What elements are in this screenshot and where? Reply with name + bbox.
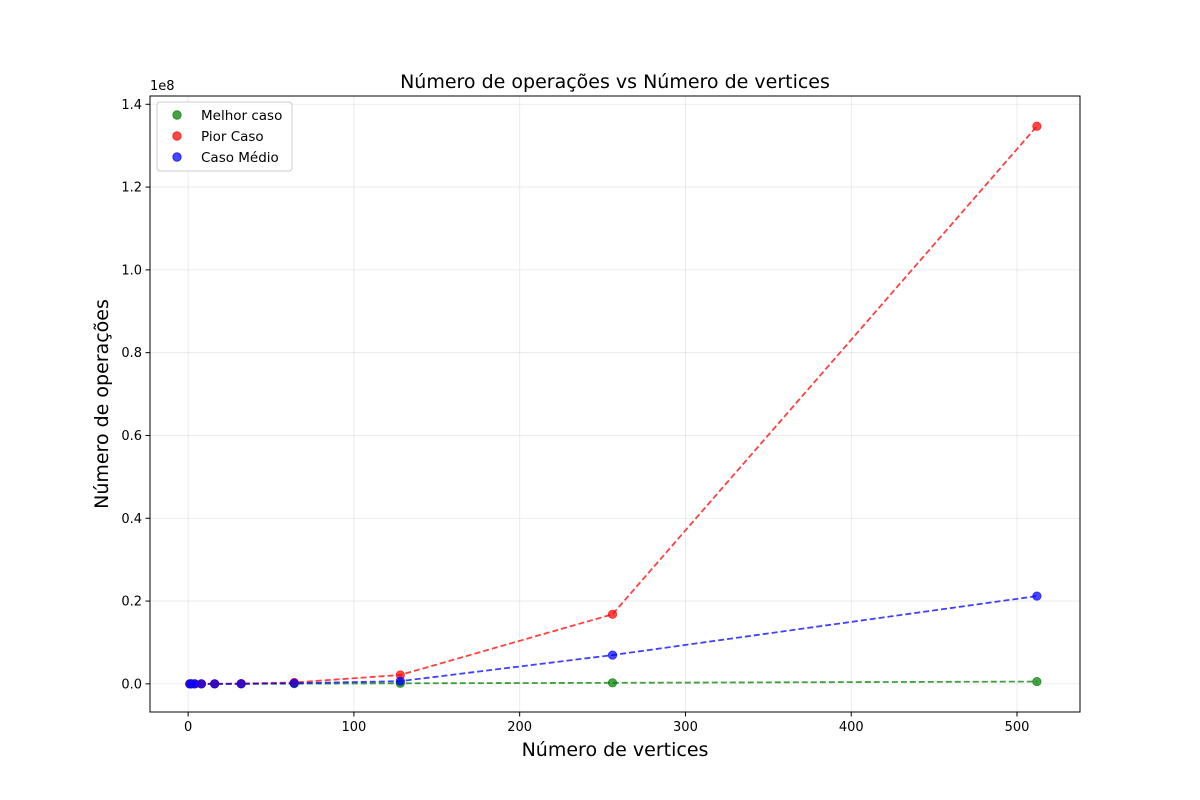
plot-data bbox=[185, 121, 1042, 689]
plot-area-frame bbox=[149, 95, 1081, 713]
x-tick-label: 200 bbox=[507, 720, 532, 735]
y-tick-label: 0.2 bbox=[121, 595, 142, 610]
data-point bbox=[1032, 121, 1042, 131]
data-point bbox=[196, 679, 206, 689]
y-tick-label: 0.0 bbox=[121, 677, 142, 692]
grid bbox=[150, 96, 1080, 712]
y-tick-label: 0.4 bbox=[121, 512, 142, 527]
legend-marker bbox=[172, 152, 182, 162]
y-axis-label: Número de operações bbox=[91, 299, 113, 509]
legend-marker bbox=[172, 131, 182, 141]
y-tick-label: 0.8 bbox=[121, 346, 142, 361]
legend: Melhor caso Pior Caso Caso Médio bbox=[156, 101, 293, 172]
y-tick-label: 1.0 bbox=[121, 263, 142, 278]
legend-label: Melhor caso bbox=[201, 108, 282, 124]
data-point bbox=[607, 609, 618, 619]
x-tick-label: 0 bbox=[184, 720, 192, 735]
legend-marker bbox=[172, 110, 182, 120]
axis-ticks: 0 100 200 300 400 500 0.0 0.2 0.4 0.6 0.8 1.0 1.2 1.4 bbox=[121, 98, 1029, 735]
y-axis-multiplier: 1e8 bbox=[150, 79, 175, 94]
y-tick-label: 0.6 bbox=[121, 429, 142, 444]
x-axis-label: Número de vertices bbox=[522, 739, 709, 761]
x-tick-label: 400 bbox=[839, 720, 864, 735]
chart-title: Número de operações vs Número de vertice… bbox=[400, 71, 830, 93]
data-point bbox=[236, 679, 246, 689]
data-point bbox=[1032, 676, 1042, 687]
data-point bbox=[607, 650, 618, 660]
data-point bbox=[1032, 591, 1042, 601]
y-tick-label: 1.4 bbox=[121, 98, 142, 113]
legend-label: Caso Médio bbox=[201, 150, 279, 166]
legend-box bbox=[156, 101, 293, 172]
legend-label: Pior Caso bbox=[201, 129, 264, 145]
data-point bbox=[210, 679, 220, 689]
data-point bbox=[607, 678, 618, 688]
data-point bbox=[289, 678, 299, 688]
x-tick-label: 100 bbox=[341, 720, 366, 735]
y-tick-label: 1.2 bbox=[121, 181, 142, 196]
data-point bbox=[395, 676, 405, 686]
x-tick-label: 300 bbox=[673, 720, 698, 735]
x-tick-label: 500 bbox=[1005, 720, 1030, 735]
